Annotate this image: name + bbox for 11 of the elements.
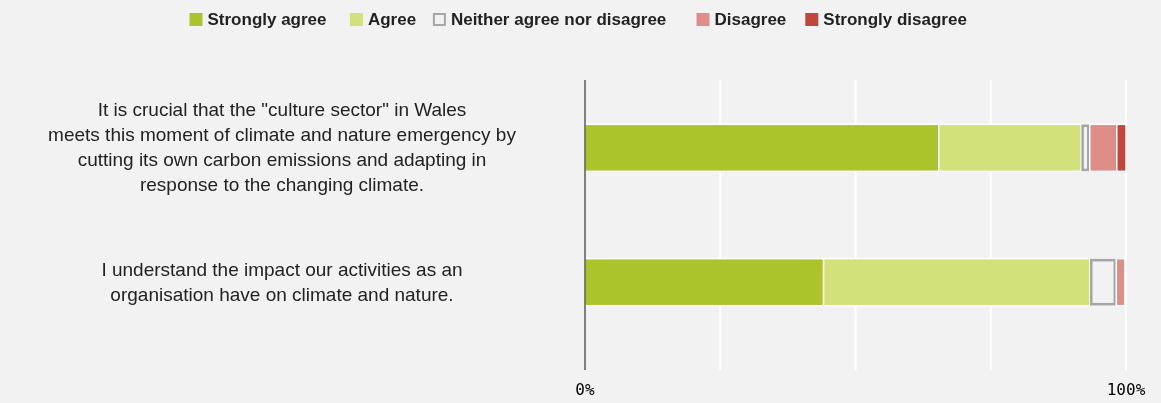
legend-label: Agree xyxy=(367,10,417,29)
x-tick-label: 0% xyxy=(575,380,595,399)
y-tick-label: It is crucial that the "culture sector" in Wales meets this moment of climate and nature emergency by cutting its own carbon emissions and adapting in response to the changing climate. xyxy=(48,99,517,196)
bar xyxy=(1081,124,1090,172)
legend-label: Neither agree nor disagree xyxy=(450,10,667,29)
bar xyxy=(1090,258,1117,306)
legend-label: Strongly disagree xyxy=(823,10,967,29)
legend-label: Strongly agree xyxy=(207,10,327,29)
x-tick-label: 100% xyxy=(1106,380,1146,399)
legend-label: Disagree xyxy=(714,10,787,29)
y-tick-label: I understand the impact our activities as an organisation have on climate and nature. xyxy=(101,258,463,305)
